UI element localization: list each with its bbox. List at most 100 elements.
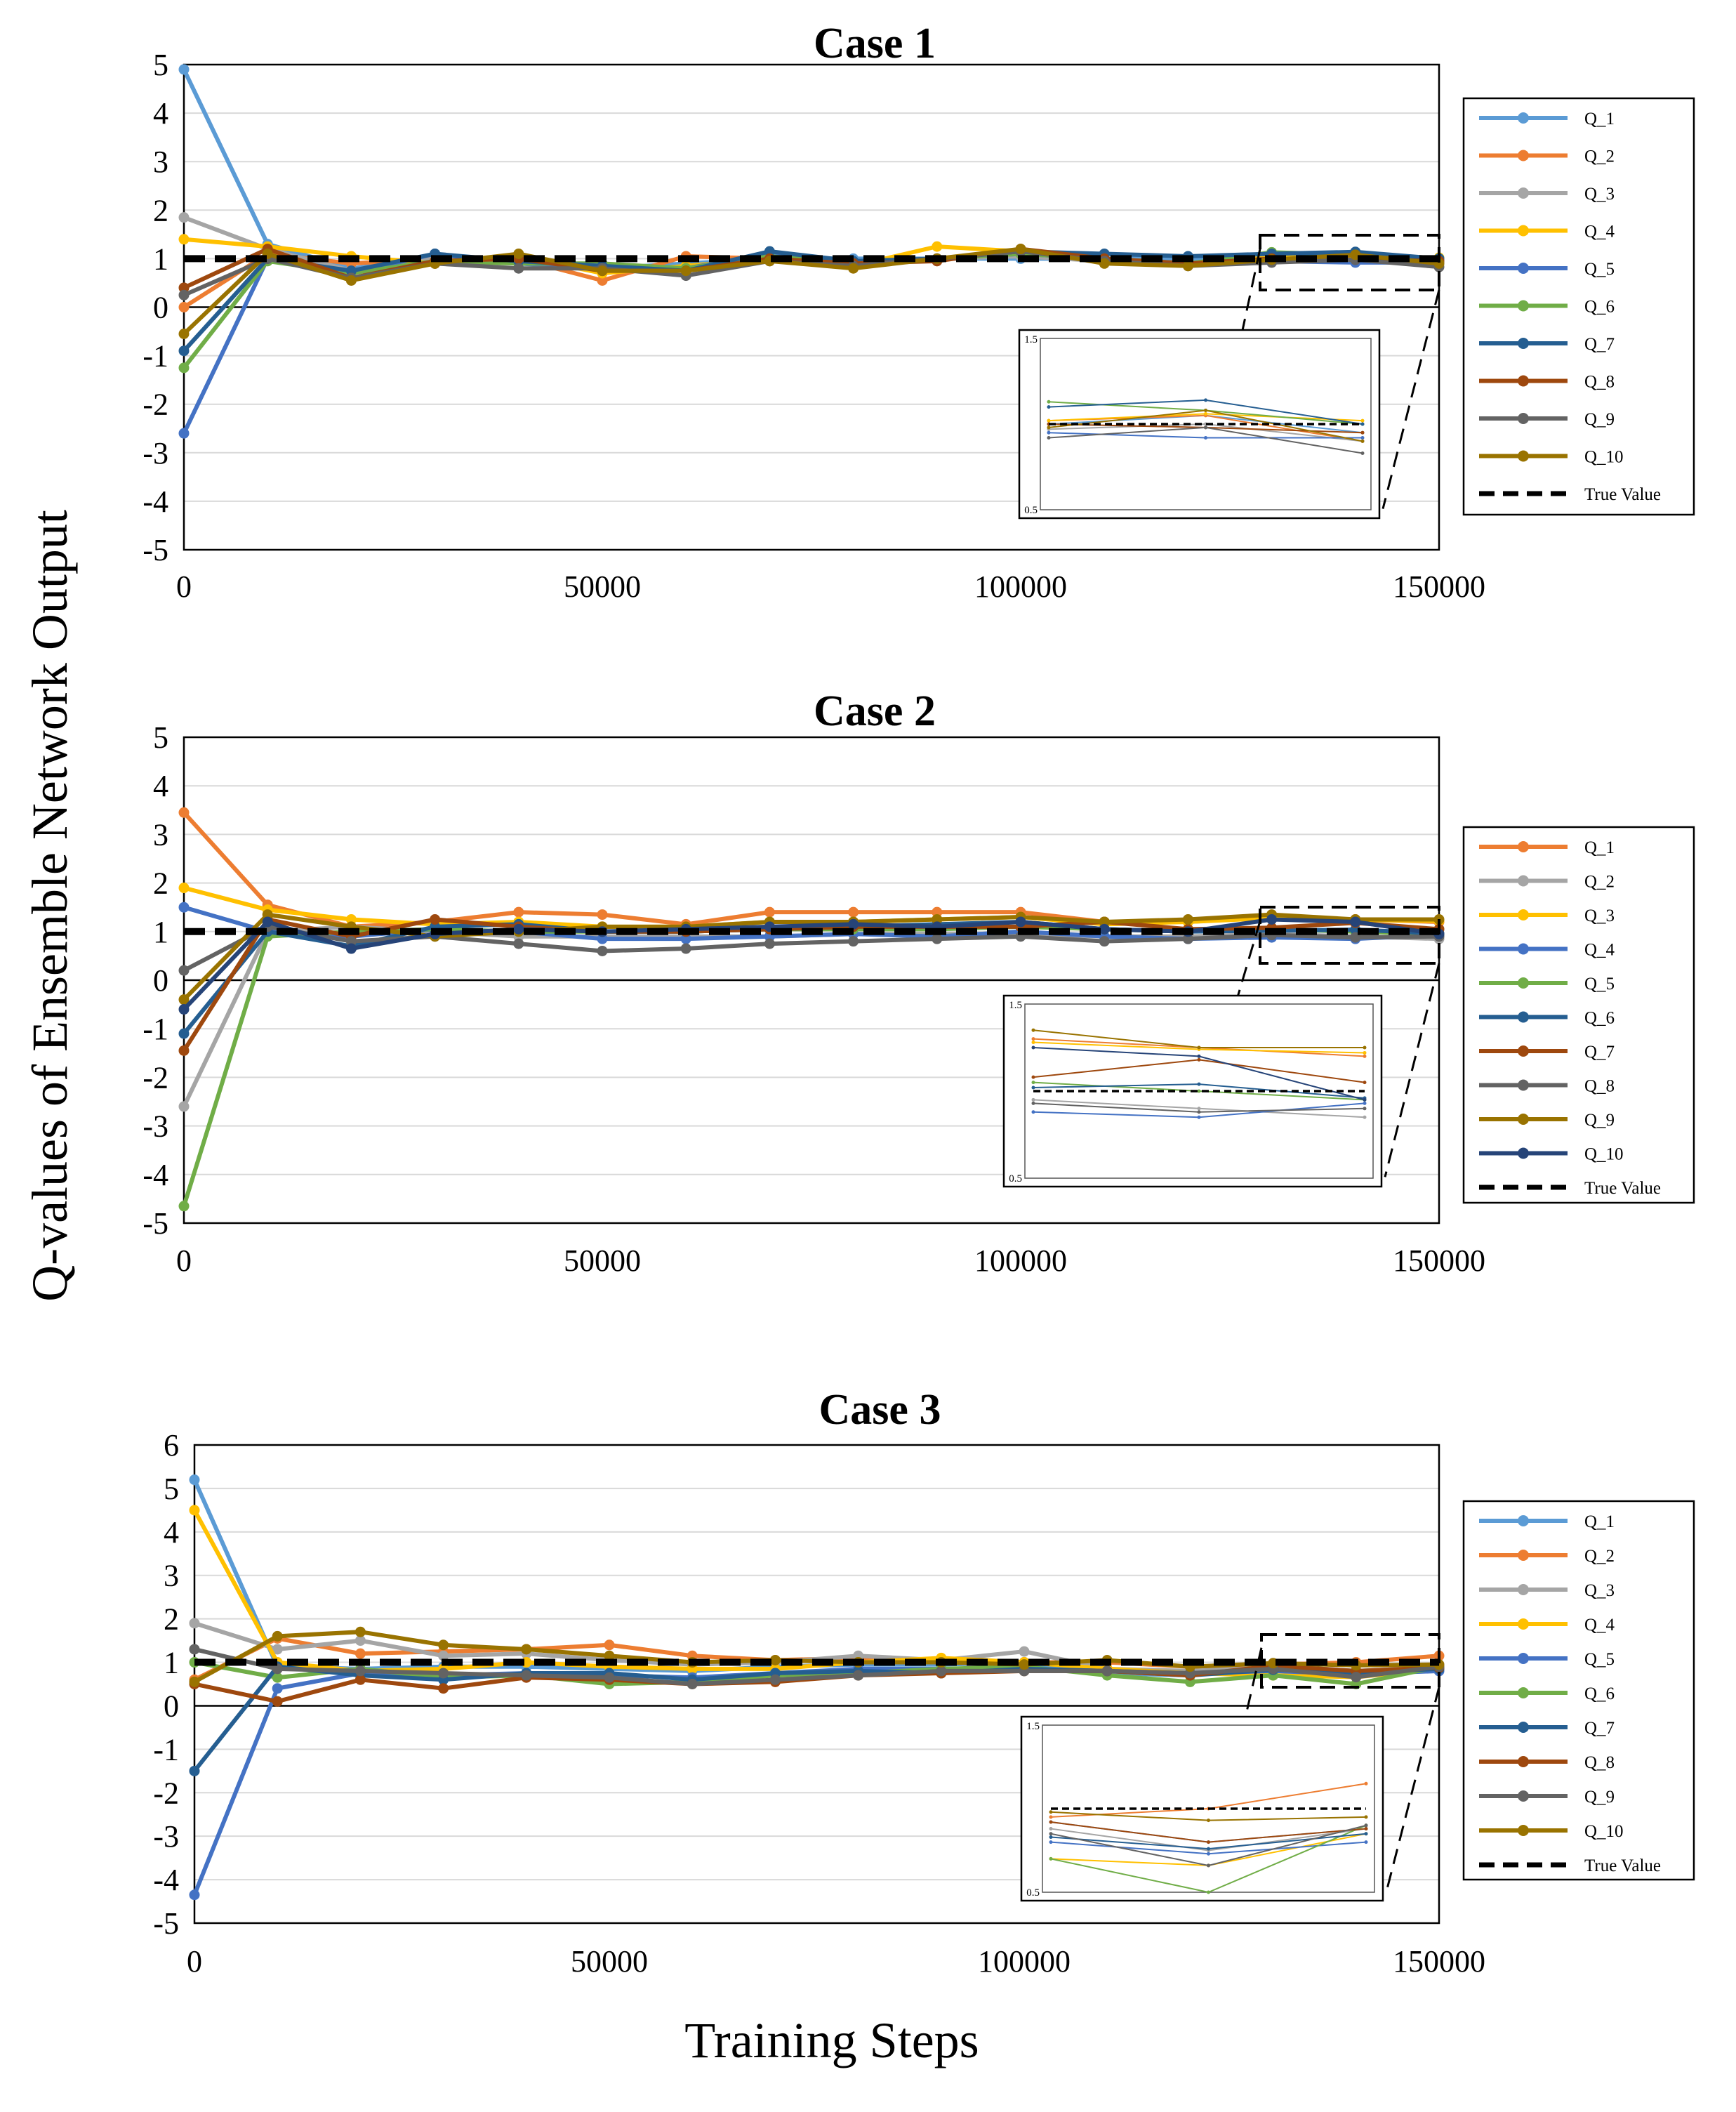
series-point-Q_9 — [936, 1665, 947, 1677]
legend-label: Q_5 — [1584, 975, 1615, 994]
chart-2: Case 2 -5 -4 -3 -2 -1 0 1 2 3 4 5 0 50000 100000 150000… — [143, 687, 1695, 1278]
legend-marker-Q_8 — [1518, 1079, 1529, 1091]
series-point-Q_10 — [604, 1650, 615, 1661]
chart-title: Case 1 — [814, 20, 936, 67]
x-tick-label: 100000 — [974, 569, 1067, 604]
inset-y-tick-label: 0.5 — [1026, 1887, 1040, 1899]
legend-label: Q_6 — [1584, 1009, 1615, 1028]
inset-series-point-Q_8 — [1360, 430, 1365, 435]
series-point-Q_1 — [848, 906, 859, 918]
inset-y-tick-label: 0.5 — [1024, 505, 1038, 516]
legend-label: Q_6 — [1584, 1684, 1615, 1703]
y-tick-label: 0 — [153, 291, 168, 325]
legend-marker-Q_4 — [1518, 225, 1529, 237]
series-point-Q_4 — [597, 933, 608, 944]
legend-marker-Q_1 — [1518, 112, 1529, 124]
inset-series-point-Q_2 — [1031, 1097, 1035, 1102]
series-point-Q_9 — [355, 1665, 366, 1677]
inset-series-point-Q_5 — [1204, 436, 1207, 440]
inset-series-point-Q_9 — [1031, 1028, 1035, 1032]
series-point-Q_3 — [178, 212, 190, 223]
inset-series-point-Q_3 — [1049, 1827, 1053, 1831]
series-point-Q_1 — [597, 909, 608, 920]
legend-marker-Q_5 — [1518, 977, 1529, 989]
inset-series-point-Q_7 — [1031, 1075, 1035, 1079]
legend-label: Q_8 — [1584, 373, 1615, 392]
series-point-Q_9 — [438, 1668, 449, 1679]
y-tick-label: -4 — [143, 484, 168, 519]
inset-series-point-Q_5 — [1047, 430, 1051, 435]
series-point-Q_4 — [189, 1505, 200, 1516]
series-point-Q_8 — [597, 945, 608, 956]
series-point-Q_10 — [1015, 244, 1026, 255]
inset-series-point-Q_8 — [1364, 1827, 1368, 1831]
inset-series-point-Q_10 — [1207, 1819, 1210, 1823]
inset-series-point-Q_7 — [1363, 1081, 1367, 1085]
series-line-Q_9 — [194, 1647, 1440, 1687]
series-point-Q_7 — [345, 265, 357, 277]
inset-series-point-Q_9 — [1049, 1832, 1053, 1836]
series-point-Q_3 — [178, 883, 190, 894]
y-tick-label: 2 — [153, 866, 168, 901]
inset-y-tick-label: 1.5 — [1026, 1721, 1040, 1732]
legend-label: Q_8 — [1584, 1077, 1615, 1096]
x-tick-label: 50000 — [564, 569, 641, 604]
series-point-Q_9 — [1099, 916, 1110, 928]
inset-series-point-Q_5 — [1049, 1840, 1053, 1844]
zoom-region — [1260, 1633, 1440, 1689]
y-tick-label: 2 — [164, 1602, 179, 1637]
legend-label: True Value — [1584, 1856, 1661, 1875]
series-point-Q_8 — [438, 1683, 449, 1694]
legend-marker-Q_9 — [1518, 413, 1529, 424]
legend-label: Q_4 — [1584, 223, 1615, 242]
inset-y-tick-label: 1.5 — [1024, 334, 1038, 345]
legend-marker-Q_8 — [1518, 1756, 1529, 1767]
legend-label: Q_7 — [1584, 1719, 1615, 1738]
legend-label: Q_9 — [1584, 1788, 1615, 1807]
y-tick-label: -3 — [143, 436, 168, 470]
series-point-Q_9 — [189, 1644, 200, 1655]
inset-series-point-Q_10 — [1031, 1045, 1035, 1050]
inset-plot-frame — [1040, 338, 1372, 510]
y-tick-label: -5 — [153, 1906, 179, 1941]
x-tick-label: 50000 — [571, 1944, 648, 1979]
y-tick-label: 5 — [153, 48, 168, 82]
y-tick-label: 1 — [153, 915, 168, 949]
y-axis-label: Q-values of Ensemble Network Output — [22, 510, 78, 1302]
y-tick-label: -4 — [143, 1158, 168, 1192]
series-point-Q_5 — [272, 1683, 283, 1694]
series-point-Q_9 — [687, 1679, 698, 1689]
series-point-Q_10 — [189, 1676, 200, 1687]
inset-series-point-Q_9 — [1204, 425, 1207, 430]
legend-label: Q_10 — [1584, 1145, 1624, 1164]
series-point-Q_2 — [604, 1639, 615, 1651]
inset-series-point-Q_8 — [1197, 1110, 1201, 1114]
legend-marker-Q_3 — [1518, 187, 1529, 199]
inset-series-point-Q_2 — [1364, 1781, 1368, 1786]
y-tick-label: 1 — [153, 242, 168, 276]
legend-marker-Q_5 — [1518, 1653, 1529, 1664]
y-tick-label: 4 — [153, 769, 168, 803]
y-tick-label: -2 — [153, 1776, 179, 1810]
series-point-Q_10 — [272, 1630, 283, 1642]
series-point-Q_1 — [932, 906, 943, 918]
inset-connector-line — [1384, 963, 1440, 1177]
series-point-Q_2 — [355, 1648, 366, 1659]
series-point-Q_10 — [178, 1004, 190, 1015]
inset-series-point-Q_2 — [1363, 1115, 1367, 1119]
inset-plot-frame — [1024, 1003, 1374, 1179]
zoom-region — [1259, 906, 1440, 965]
y-tick-label: 3 — [153, 145, 168, 179]
inset-series-point-Q_10 — [1047, 425, 1051, 430]
series-point-Q_1 — [178, 807, 190, 818]
series-point-Q_10 — [848, 918, 859, 930]
series-point-Q_10 — [1099, 923, 1110, 935]
inset-series-point-Q_7 — [1047, 405, 1051, 409]
y-tick-label: -1 — [143, 1012, 168, 1046]
legend-label: Q_7 — [1584, 1043, 1615, 1062]
series-point-Q_4 — [178, 234, 190, 245]
series-point-Q_10 — [345, 943, 357, 954]
legend-label: Q_10 — [1584, 1822, 1624, 1841]
legend-marker-Q_7 — [1518, 1045, 1529, 1057]
y-tick-label: 0 — [164, 1689, 179, 1723]
